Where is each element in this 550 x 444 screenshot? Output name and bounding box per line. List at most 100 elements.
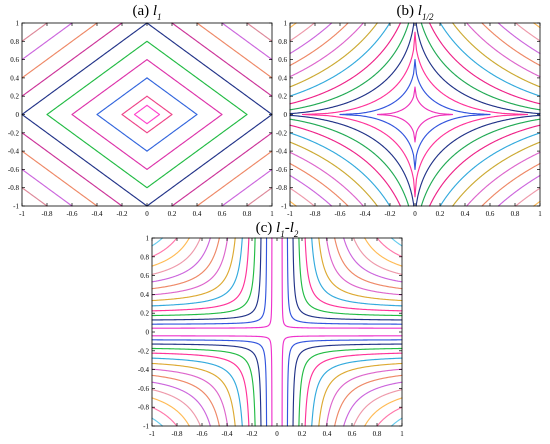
y-tick-label: 0.2 (278, 93, 287, 101)
x-tick-label: -0.8 (41, 210, 53, 218)
contour-level-8 (21, 22, 273, 207)
y-tick-label: -0.8 (276, 184, 288, 192)
contour-level-4 (71, 59, 223, 170)
contour-level-9 (21, 22, 273, 207)
x-tick-label: 0 (145, 210, 149, 218)
panel-title: (b) l1/2 (397, 3, 434, 22)
contour-level-8 (289, 22, 541, 207)
y-tick-label: -0.2 (138, 347, 150, 355)
y-tick-label: 0 (16, 111, 20, 119)
y-tick-label: 0.4 (10, 74, 19, 82)
x-tick-label: -0.6 (66, 210, 78, 218)
axes-frame (151, 237, 403, 427)
contour-level-3 (151, 237, 403, 427)
contour-level-12 (151, 237, 403, 427)
x-tick-label: -0.2 (246, 430, 258, 438)
x-tick-label: 1 (400, 430, 404, 438)
x-tick-label: -1 (149, 430, 155, 438)
y-tick-label: 1 (16, 20, 20, 28)
y-tick-label: -0.6 (138, 385, 150, 393)
x-tick-label: 0.6 (218, 210, 227, 218)
x-tick-label: -0.2 (384, 210, 396, 218)
y-tick-label: 0.6 (278, 56, 287, 64)
contour-level-13 (151, 237, 403, 427)
x-tick-label: -1 (287, 210, 293, 218)
contour-level-10 (21, 22, 273, 207)
y-tick-label: -1 (13, 203, 19, 211)
x-tick-label: -1 (19, 210, 25, 218)
x-tick-label: -0.4 (359, 210, 371, 218)
contour-level-5 (46, 40, 248, 189)
y-tick-label: -1 (143, 423, 149, 431)
contour-level-9 (151, 237, 403, 427)
x-tick-label: 0 (413, 210, 417, 218)
x-tick-label: -0.8 (171, 430, 183, 438)
contour-level-2 (151, 237, 403, 427)
panel-title: (a) l1 (132, 3, 161, 22)
contour-level-6 (21, 22, 273, 207)
y-tick-label: -0.4 (138, 366, 150, 374)
y-tick-label: 0.2 (140, 310, 149, 318)
x-tick-label: 0.8 (511, 210, 520, 218)
contour-level-4 (289, 22, 541, 207)
y-tick-label: -0.8 (138, 404, 150, 412)
x-tick-label: 0.6 (486, 210, 495, 218)
x-tick-label: 0.8 (373, 430, 382, 438)
x-tick-label: 0.6 (348, 430, 357, 438)
contour-level-3 (96, 77, 198, 152)
x-tick-label: 0.2 (168, 210, 177, 218)
y-tick-label: -0.8 (8, 184, 20, 192)
y-tick-label: -0.6 (8, 166, 20, 174)
y-tick-label: 0.8 (10, 38, 19, 46)
contour-level-5 (289, 22, 541, 207)
x-tick-label: 0.4 (193, 210, 202, 218)
x-tick-label: 0.2 (436, 210, 445, 218)
y-tick-label: -1 (281, 203, 287, 211)
y-tick-label: 0.2 (10, 93, 19, 101)
x-tick-label: -0.2 (116, 210, 128, 218)
contour-level-7 (21, 22, 273, 207)
y-tick-label: 0.8 (140, 253, 149, 261)
contour-level-2 (121, 95, 173, 134)
x-tick-label: 1 (270, 210, 274, 218)
panel-title: (c) l1-l2 (256, 220, 299, 239)
contour-level-12 (289, 22, 541, 207)
contour-level-2 (339, 59, 491, 170)
panel-c-l1-minus-l2-contours: (c) l1-l2 -1 -0.8 -0.6 -0.4 -0.2 0 0.2 0.4 0.6 0.8… (138, 220, 404, 438)
y-tick-label: -0.4 (276, 148, 288, 156)
contour-level-6 (151, 237, 403, 427)
contour-level-14 (151, 237, 403, 427)
y-tick-label: -0.6 (276, 166, 288, 174)
contour-level-4 (151, 237, 403, 427)
x-tick-label: 0 (275, 430, 279, 438)
x-tick-label: 0.4 (461, 210, 470, 218)
contour-level-1 (376, 86, 454, 143)
y-tick-label: 0.4 (278, 74, 287, 82)
y-tick-label: 0.4 (140, 291, 149, 299)
x-tick-label: 0.2 (298, 430, 307, 438)
contour-level-13 (289, 22, 541, 207)
contour-level-7 (289, 22, 541, 207)
contour-level-8 (151, 237, 403, 427)
x-tick-label: -0.6 (334, 210, 346, 218)
contour-level-3 (301, 31, 529, 198)
y-tick-label: 0.6 (10, 56, 19, 64)
contour-level-9 (289, 22, 541, 207)
y-tick-label: -0.4 (8, 148, 20, 156)
y-tick-label: 0.8 (278, 38, 287, 46)
contour-level-1 (151, 237, 403, 427)
y-tick-label: 0 (284, 111, 288, 119)
y-tick-label: 1 (146, 235, 150, 243)
x-tick-label: 0.8 (243, 210, 252, 218)
contour-level-1 (133, 104, 161, 125)
contour-level-10 (151, 237, 403, 427)
panel-a-l1-contours: (a) l1 -1 -0.8 -0.6 -0.4 -0.2 0 0.2 0.4 0.6 0.8 1 -1… (8, 3, 274, 218)
contour-level-11 (151, 237, 403, 427)
panel-b-l-half-contours: (b) l1/2 -1 -0.8 -0.6 -0.4 -0.2 0 0.2 0.4 0.6 0.8 1… (276, 3, 542, 218)
x-tick-label: 1 (538, 210, 542, 218)
x-tick-label: -0.6 (196, 430, 208, 438)
contour-level-10 (289, 22, 541, 207)
x-tick-label: 0.4 (323, 430, 332, 438)
y-tick-label: 0 (146, 329, 150, 337)
